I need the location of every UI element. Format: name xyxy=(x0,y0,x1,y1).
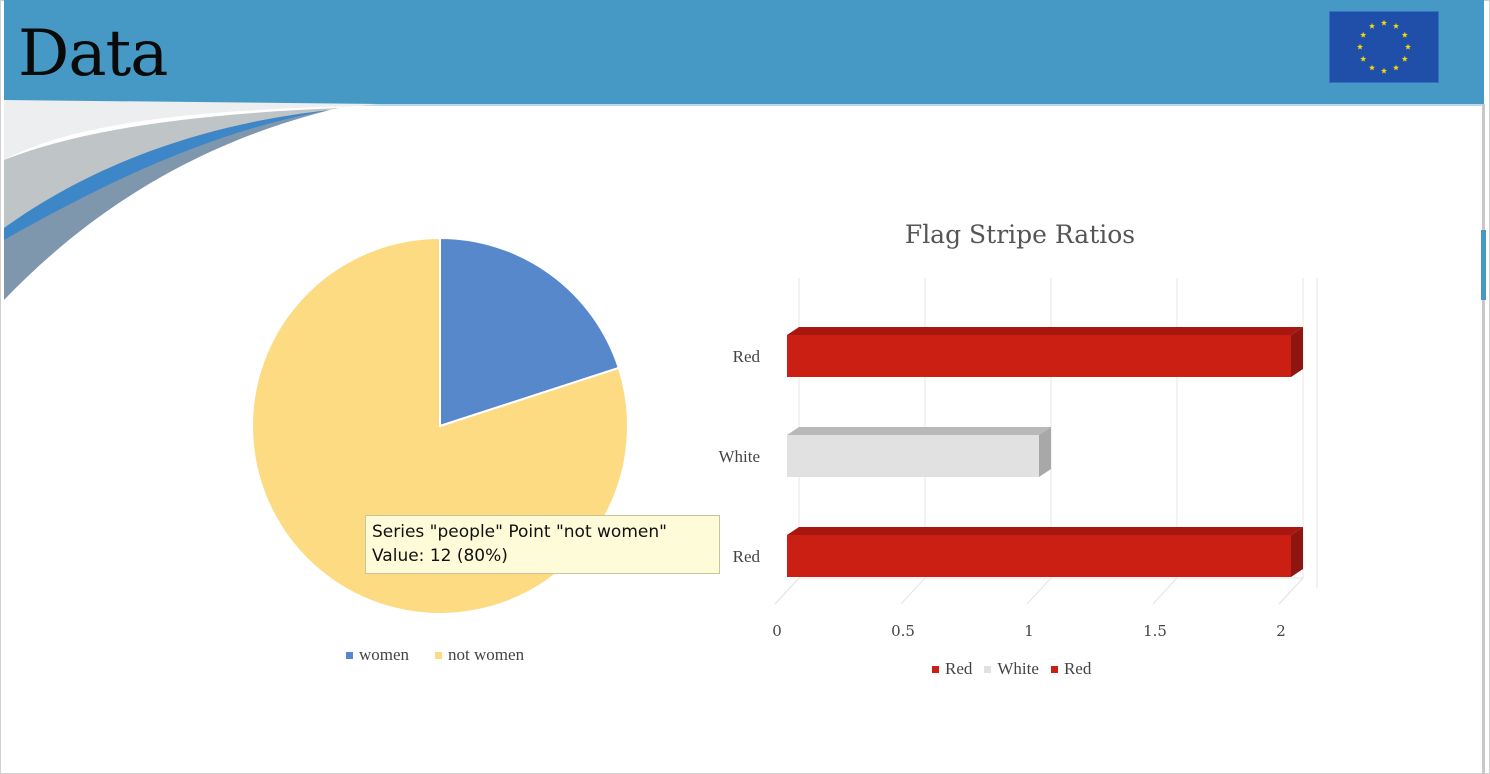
bar-side-face xyxy=(1039,427,1051,477)
bar-side-face xyxy=(1291,527,1303,577)
eu-star-icon xyxy=(1368,23,1376,29)
eu-star-icon xyxy=(1392,64,1400,71)
eu-star-icon xyxy=(1360,31,1367,38)
tooltip-value-line: Value: 12 (80%) xyxy=(372,546,508,566)
x-tick-label: 1.5 xyxy=(1143,622,1167,640)
bar-white-2[interactable] xyxy=(787,435,1039,477)
eu-star-icon xyxy=(1380,19,1388,26)
eu-star-icon xyxy=(1404,43,1412,50)
legend-item-red-2: Red xyxy=(1050,659,1092,679)
legend-label-white: White xyxy=(997,659,1039,678)
bar-side-face xyxy=(1291,327,1303,377)
legend-item-women: women xyxy=(346,645,409,665)
gridline-floor xyxy=(1278,577,1304,605)
x-tick-label: 2 xyxy=(1276,622,1286,640)
legend-item-white: White xyxy=(984,659,1039,679)
gridline-floor xyxy=(1026,577,1052,605)
tooltip-series-line: Series "people" Point "not women" xyxy=(372,522,667,542)
slide-title: Data xyxy=(18,17,168,91)
x-tick-label: 1 xyxy=(1024,622,1034,640)
x-tick-label: 0 xyxy=(772,622,782,640)
legend-swatch-not-women xyxy=(435,651,443,659)
pie-legend: women not women xyxy=(346,645,524,665)
right-edge-tab xyxy=(1481,230,1486,300)
pie-slice-women[interactable] xyxy=(439,236,621,428)
eu-star-icon xyxy=(1392,23,1400,29)
legend-swatch-women xyxy=(346,651,353,659)
eu-star-icon xyxy=(1356,43,1364,50)
y-category-label: Red xyxy=(733,347,761,366)
chart-tooltip: Series "people" Point "not women" Value:… xyxy=(365,515,720,574)
eu-flag-icon xyxy=(1329,11,1439,83)
legend-label-women: women xyxy=(359,645,410,664)
legend-label-not-women: not women xyxy=(448,645,525,664)
legend-label-red-2: Red xyxy=(1063,659,1092,678)
eu-star-icon xyxy=(1401,55,1408,62)
legend-swatch-red-2 xyxy=(1050,665,1058,673)
y-category-label: White xyxy=(718,447,760,466)
bar-top-face xyxy=(787,427,1051,435)
eu-star-icon xyxy=(1380,67,1388,74)
bar-chart[interactable]: 0 0.5 1 1.5 2 Red White Red xyxy=(690,268,1350,648)
eu-star-icon xyxy=(1401,31,1408,38)
right-edge-rule xyxy=(1482,104,1485,774)
y-category-label: Red xyxy=(733,547,761,566)
gridline-floor xyxy=(900,577,926,605)
eu-stars xyxy=(1356,19,1412,74)
bar-top-face xyxy=(787,527,1303,535)
bar-top-face xyxy=(787,327,1303,335)
slide-header: Data xyxy=(4,0,1484,106)
bar-legend: Red White Red xyxy=(932,659,1091,679)
eu-star-icon xyxy=(1368,64,1376,71)
eu-star-icon xyxy=(1360,55,1367,62)
legend-swatch-red-1 xyxy=(932,665,939,673)
bar-red-1[interactable] xyxy=(787,335,1291,377)
gridline-floor xyxy=(774,577,800,605)
gridline-floor xyxy=(1152,577,1178,605)
x-tick-label: 0.5 xyxy=(891,622,915,640)
legend-label-red-1: Red xyxy=(945,659,973,678)
legend-swatch-white xyxy=(984,665,992,673)
bar-chart-title: Flag Stripe Ratios xyxy=(904,220,1136,249)
legend-item-red-1: Red xyxy=(932,659,972,679)
legend-item-not-women: not women xyxy=(435,645,524,665)
decorative-swoosh xyxy=(4,100,380,300)
bar-red-3[interactable] xyxy=(787,535,1291,577)
